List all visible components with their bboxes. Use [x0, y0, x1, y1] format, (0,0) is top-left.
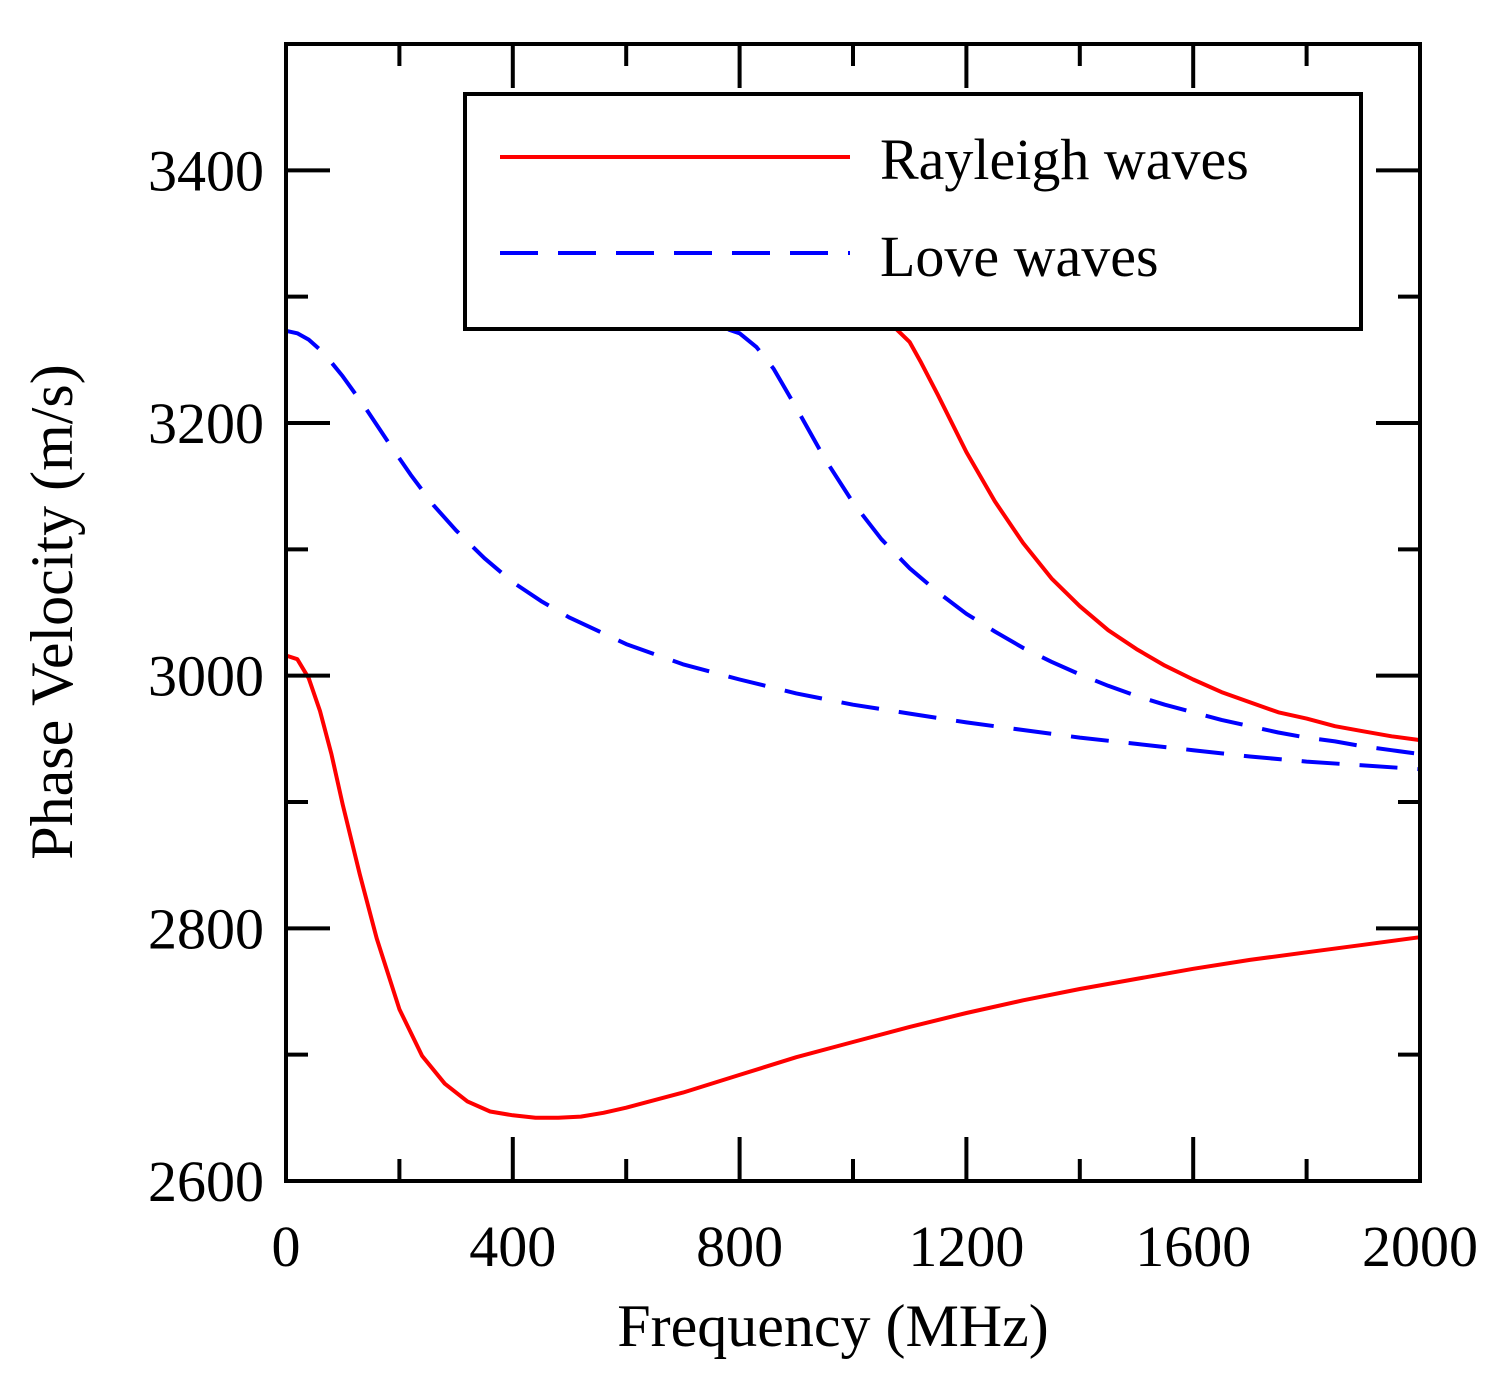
plot-frame: [284, 42, 1422, 1183]
legend: Rayleigh waves Love waves: [463, 92, 1363, 331]
x-tick-label: 800: [696, 1214, 783, 1279]
series-love-mode-2: [727, 327, 1421, 756]
series-rayleigh-mode-2: [894, 326, 1421, 743]
x-tick-label: 1600: [1135, 1214, 1251, 1279]
y-tick-label: 3400: [148, 138, 264, 203]
legend-label-rayleigh: Rayleigh waves: [880, 127, 1249, 192]
legend-box: [463, 92, 1363, 331]
x-axis-title: Frequency (MHz): [617, 1293, 1049, 1359]
y-axis-title: Phase Velocity (m/s): [19, 364, 85, 860]
tick-labels: 0 400 800 1200 1600 2000 2600 2800 3000 3200 3400: [148, 138, 1478, 1279]
series-rayleigh-mode-1: [285, 653, 1421, 1120]
series-love-mode-1: [285, 328, 1421, 772]
y-tick-label: 3000: [148, 644, 264, 709]
x-tick-label: 1200: [908, 1214, 1024, 1279]
legend-label-love: Love waves: [880, 224, 1159, 289]
x-tick-label: 0: [272, 1214, 301, 1279]
ticks-layer: [286, 44, 1420, 1181]
y-tick-label: 3200: [148, 391, 264, 456]
series-layer: [285, 326, 1421, 1120]
y-tick-label: 2600: [148, 1149, 264, 1214]
y-tick-label: 2800: [148, 896, 264, 961]
x-tick-label: 2000: [1362, 1214, 1478, 1279]
x-tick-label: 400: [469, 1214, 556, 1279]
